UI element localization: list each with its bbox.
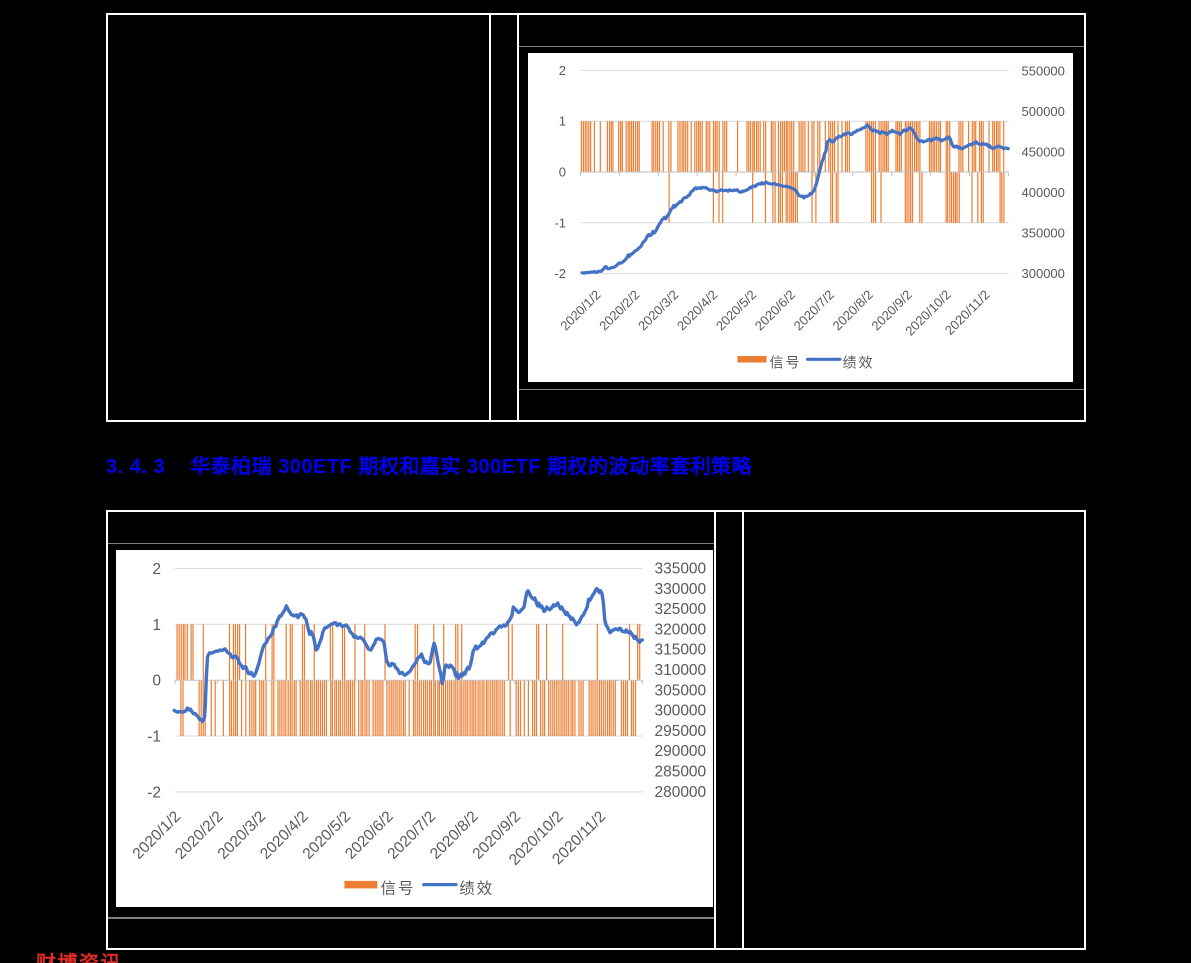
svg-text:280000: 280000 [654,783,706,800]
svg-text:330000: 330000 [654,580,706,597]
svg-text:290000: 290000 [654,743,706,760]
svg-text:2: 2 [152,561,161,578]
svg-text:500000: 500000 [1021,104,1064,119]
svg-text:1: 1 [558,114,565,129]
svg-text:300000: 300000 [1021,266,1064,281]
svg-text:信号: 信号 [380,879,415,897]
svg-text:450000: 450000 [1021,145,1064,160]
svg-text:335000: 335000 [654,560,706,577]
svg-text:350000: 350000 [1021,226,1064,241]
svg-text:320000: 320000 [654,621,706,638]
svg-text:绩效: 绩效 [459,879,494,897]
svg-text:325000: 325000 [654,601,706,618]
svg-text:285000: 285000 [654,763,706,780]
svg-text:305000: 305000 [654,682,706,699]
svg-text:295000: 295000 [654,723,706,740]
svg-text:-1: -1 [147,728,161,745]
svg-text:300000: 300000 [654,702,706,719]
svg-text:绩效: 绩效 [842,355,874,371]
svg-text:0: 0 [558,165,565,180]
svg-text:550000: 550000 [1021,63,1064,78]
svg-text:2: 2 [558,63,565,78]
svg-text:0: 0 [152,672,161,689]
svg-text:-2: -2 [554,266,566,281]
svg-text:-2: -2 [147,784,161,801]
svg-text:1: 1 [152,616,161,633]
svg-text:310000: 310000 [654,662,706,679]
svg-text:400000: 400000 [1021,185,1064,200]
svg-text:-1: -1 [554,215,566,230]
svg-text:315000: 315000 [654,641,706,658]
svg-text:信号: 信号 [769,355,801,371]
